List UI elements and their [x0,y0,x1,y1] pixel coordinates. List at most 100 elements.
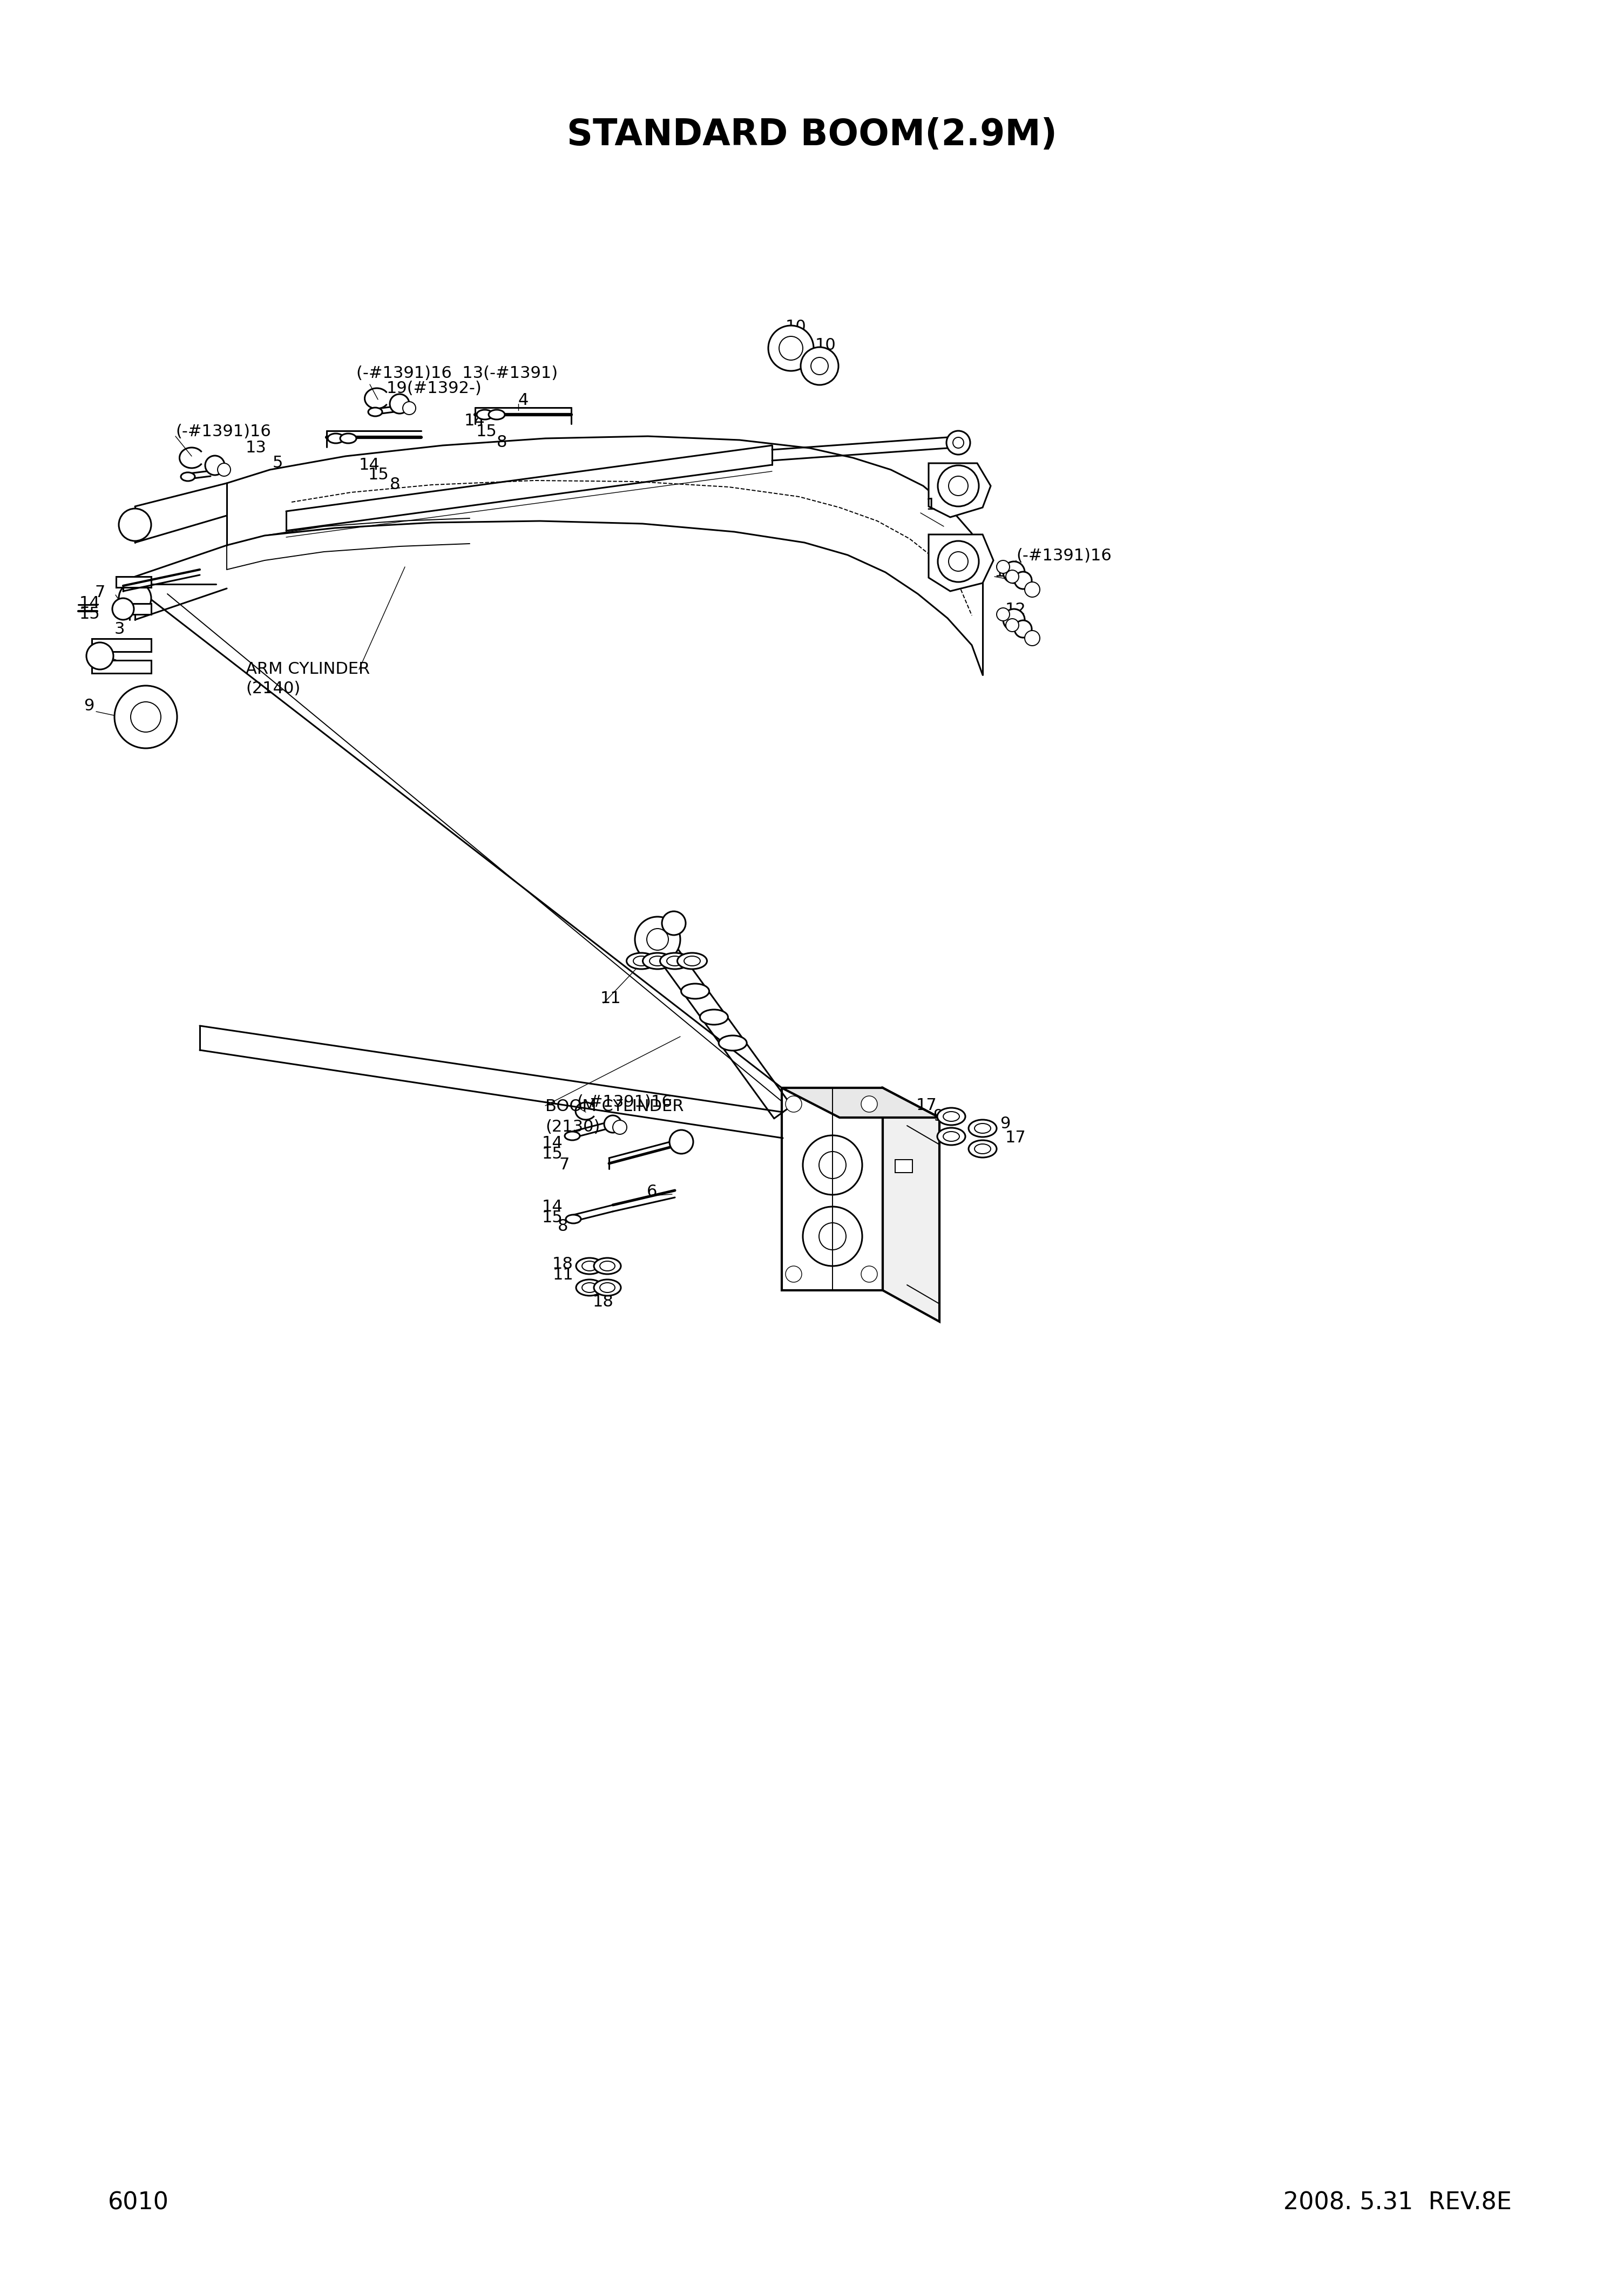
Ellipse shape [577,1258,603,1274]
Ellipse shape [594,1279,620,1295]
Text: 2: 2 [671,1133,680,1149]
Polygon shape [93,638,151,652]
Text: 8: 8 [557,1220,568,1236]
Text: 7: 7 [559,1158,570,1174]
Text: 9: 9 [934,1110,944,1123]
Circle shape [403,403,416,414]
Polygon shape [781,1087,883,1290]
Polygon shape [929,535,994,590]
Text: 10: 10 [786,318,807,334]
Ellipse shape [477,410,494,419]
Circle shape [953,437,963,448]
Text: 9: 9 [84,698,94,714]
Ellipse shape [968,1139,997,1158]
Circle shape [390,394,409,414]
Circle shape [612,1121,627,1135]
Ellipse shape [974,1123,991,1133]
Text: 11: 11 [585,1284,606,1297]
Ellipse shape [677,952,706,970]
Text: (-#1391)16: (-#1391)16 [1017,549,1111,563]
Ellipse shape [633,956,650,966]
Ellipse shape [650,956,666,966]
Text: (-#1391)16: (-#1391)16 [175,423,271,439]
Text: 14: 14 [542,1135,562,1151]
Circle shape [937,464,979,506]
Ellipse shape [937,1107,965,1126]
Circle shape [861,1265,877,1281]
Ellipse shape [180,471,195,480]
Circle shape [948,551,968,572]
Ellipse shape [369,407,382,416]
Ellipse shape [594,1258,620,1274]
Circle shape [1015,620,1031,638]
Text: 1: 1 [926,496,937,513]
Ellipse shape [643,952,672,970]
Circle shape [801,348,838,384]
Circle shape [119,508,151,540]
Ellipse shape [974,1144,991,1153]
Circle shape [786,1265,802,1281]
Polygon shape [781,1087,939,1117]
Circle shape [86,643,114,670]
Circle shape [997,609,1010,620]
Circle shape [861,1096,877,1112]
Ellipse shape [599,1261,615,1270]
Text: 15: 15 [542,1146,562,1162]
Text: 17: 17 [1005,1130,1026,1146]
Circle shape [646,929,669,950]
Ellipse shape [581,1261,598,1270]
Text: 19(#1392-): 19(#1392-) [387,380,482,396]
Circle shape [663,911,685,936]
Text: 11: 11 [601,991,622,1007]
Circle shape [818,1222,846,1249]
Polygon shape [883,1087,939,1322]
Text: STANDARD BOOM(2.9M): STANDARD BOOM(2.9M) [567,117,1057,153]
Circle shape [635,917,680,961]
Text: 14: 14 [464,414,486,428]
Text: (2130): (2130) [546,1119,599,1135]
Circle shape [948,476,968,496]
Ellipse shape [719,1036,747,1050]
Ellipse shape [944,1112,960,1121]
Circle shape [780,336,802,359]
Circle shape [1004,561,1025,583]
Polygon shape [929,462,991,517]
Ellipse shape [599,1284,615,1293]
Ellipse shape [489,410,505,419]
Circle shape [937,540,979,581]
Polygon shape [115,604,151,615]
Ellipse shape [627,952,656,970]
Text: 9: 9 [1000,1117,1010,1133]
Ellipse shape [667,956,684,966]
Text: 4: 4 [518,394,529,410]
Text: 11: 11 [552,1268,573,1284]
Circle shape [1025,581,1039,597]
Circle shape [768,325,814,371]
Circle shape [1005,570,1018,583]
Circle shape [669,1130,693,1153]
Polygon shape [115,577,151,588]
Ellipse shape [577,1279,603,1295]
Circle shape [205,455,224,476]
Circle shape [604,1114,622,1133]
Ellipse shape [944,1133,960,1142]
Text: 12: 12 [1005,602,1026,618]
Circle shape [112,597,133,620]
Text: 15: 15 [476,423,497,439]
Ellipse shape [968,1119,997,1137]
Text: 2008. 5.31  REV.8E: 2008. 5.31 REV.8E [1283,2192,1512,2215]
Text: 13: 13 [245,439,266,455]
Text: 7: 7 [94,586,106,602]
Text: 12: 12 [994,565,1015,581]
Text: 15: 15 [369,467,390,483]
Polygon shape [93,661,151,673]
Text: 8: 8 [497,435,507,451]
Text: 15: 15 [542,1210,562,1226]
Polygon shape [895,1160,913,1174]
Ellipse shape [700,1009,728,1025]
Text: 18: 18 [552,1256,573,1272]
Text: 10: 10 [815,339,836,352]
Text: 18: 18 [593,1295,614,1311]
Ellipse shape [659,952,690,970]
Text: 17: 17 [916,1098,937,1114]
